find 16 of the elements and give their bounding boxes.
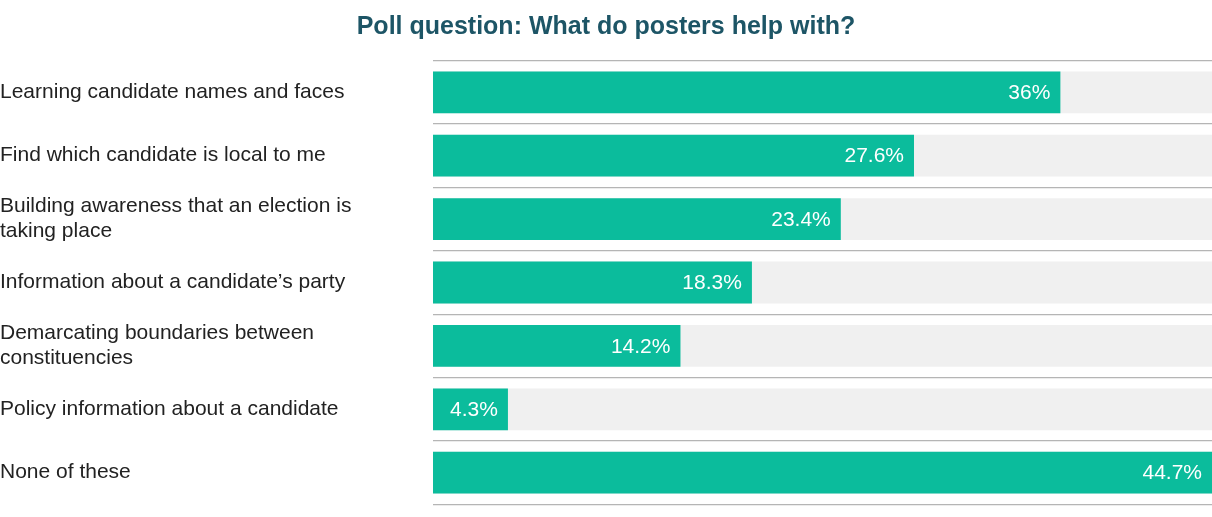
- data-label: 36%: [1008, 80, 1051, 104]
- y-tick-label: Building awareness that an election is taking place: [0, 193, 352, 242]
- data-label: 18.3%: [682, 270, 742, 294]
- y-tick-label: Find which candidate is local to me: [0, 142, 326, 166]
- y-tick-label: Learning candidate names and faces: [0, 79, 345, 103]
- data-label: 23.4%: [771, 206, 831, 230]
- chart-title: Poll question: What do posters help with?: [355, 10, 857, 41]
- data-label: 27.6%: [844, 143, 904, 167]
- bar: [433, 388, 508, 431]
- data-label: 44.7%: [1142, 460, 1202, 484]
- data-label: 4.3%: [450, 397, 498, 421]
- y-tick-label: Policy information about a candidate: [0, 396, 339, 420]
- y-tick-label: Demarcating boundaries between constituencies: [0, 320, 315, 369]
- y-tick-label: Information about a candidate’s party: [0, 269, 346, 293]
- data-label: 14.2%: [610, 333, 671, 357]
- y-tick-label: None of these: [0, 459, 131, 483]
